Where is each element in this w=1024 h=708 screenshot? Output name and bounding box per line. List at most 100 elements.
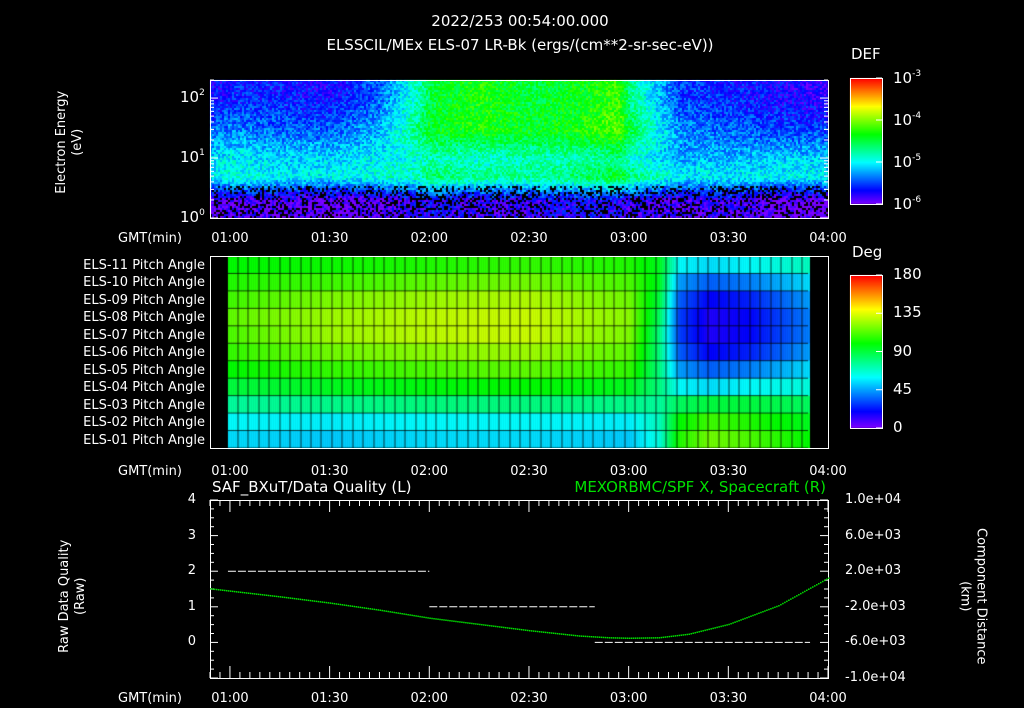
spacecraft-x-point [383, 610, 385, 612]
spacecraft-x-point [564, 633, 567, 636]
distance-tick-label: 1.0e+04 [845, 492, 902, 507]
spacecraft-x-point [299, 598, 302, 601]
spacecraft-x-point [536, 630, 539, 633]
spacecraft-x-point [658, 637, 661, 639]
spacecraft-x-point [534, 630, 537, 633]
spacecraft-x-point [648, 637, 651, 639]
spacecraft-x-point [576, 635, 579, 637]
spacecraft-x-point [385, 610, 387, 612]
spacecraft-x-point [824, 579, 826, 582]
spacecraft-x-point [662, 636, 665, 639]
spacecraft-x-point [794, 596, 796, 598]
spacecraft-x-point [730, 622, 732, 625]
spacecraft-x-point [768, 608, 770, 611]
spacecraft-x-point [724, 624, 726, 627]
spacecraft-x-point [592, 636, 595, 638]
spacecraft-x-point [301, 598, 304, 601]
spacecraft-x-point [467, 622, 469, 624]
spacecraft-x-point [722, 625, 724, 627]
spacecraft-x-point [656, 637, 659, 639]
spacecraft-x-point [475, 623, 477, 625]
spacecraft-x-point [255, 593, 258, 595]
spacecraft-x-point [369, 608, 371, 610]
deg-colorbar-tick: 135 [893, 303, 922, 322]
spacecraft-x-point [481, 623, 483, 626]
spacecraft-x-point [624, 637, 627, 639]
spacecraft-x-point [453, 620, 455, 622]
spacecraft-x-point [421, 616, 423, 618]
spacecraft-x-point [530, 630, 533, 632]
spacecraft-x-point [439, 618, 441, 621]
spacecraft-x-point [520, 628, 523, 631]
deg-colorbar-tick: 180 [893, 265, 922, 283]
spacecraft-x-point [237, 591, 240, 593]
pitch-row-label: ELS-07 Pitch Angle [83, 327, 205, 343]
spacecraft-x-point [447, 619, 449, 622]
spacecraft-x-point [636, 637, 639, 639]
spacecraft-x-point [720, 625, 722, 628]
spacecraft-x-point [556, 632, 559, 635]
time-tick-bot: 04:00 [809, 691, 847, 706]
spacecraft-x-point [528, 629, 531, 632]
spacecraft-x-point [760, 611, 762, 614]
deg-colorbar-tick: 0 [893, 418, 903, 436]
spacecraft-x-point [435, 618, 437, 620]
spacecraft-x-point [313, 600, 316, 602]
spacecraft-x-point [526, 629, 529, 632]
spacecraft-x-point [503, 626, 505, 629]
spacecraft-x-point [694, 632, 696, 634]
spacecraft-x-point [359, 606, 362, 609]
spacecraft-x-point [471, 622, 473, 625]
def-colorbar-tick: 10-4 [893, 111, 922, 129]
spacecraft-x-point [273, 595, 276, 597]
plot-subtitle: ELSSCIL/MEx ELS-07 LR-Bk (ergs/(cm**2-sr… [326, 36, 714, 54]
spacecraft-x-point [339, 603, 342, 606]
spacecraft-x-point [399, 612, 401, 615]
spacecraft-x-point [515, 628, 517, 630]
spacecraft-x-point [676, 634, 678, 637]
spacecraft-x-point [287, 597, 290, 599]
spacecraft-x-point [828, 577, 830, 579]
spacecraft-x-point [782, 602, 784, 605]
spacecraft-x-point [495, 625, 497, 628]
quality-tick-label: 1 [187, 598, 196, 614]
spacecraft-x-point [233, 590, 236, 593]
spacecraft-x-point [706, 629, 708, 631]
spacecraft-x-point [588, 635, 591, 638]
spacecraft-x-point [395, 612, 397, 614]
spacecraft-x-point [493, 625, 495, 627]
spacecraft-x-point [251, 592, 254, 595]
distance-tick-label: 2.0e+03 [845, 563, 902, 579]
spacecraft-x-point [249, 592, 252, 595]
spacecraft-x-point [451, 620, 453, 622]
spacecraft-x-point [548, 632, 551, 634]
spacecraft-x-point [327, 602, 330, 604]
spacecraft-x-point [666, 636, 669, 638]
spacecraft-x-point [708, 628, 710, 631]
time-tick-top: 03:00 [609, 231, 648, 246]
spacecraft-x-point [297, 598, 300, 600]
spacecraft-x-point [213, 588, 216, 591]
spacecraft-x-point [457, 620, 459, 623]
spacecraft-x-point [501, 626, 503, 628]
spacecraft-x-point [307, 599, 310, 602]
energy-tick-label: 101 [180, 148, 205, 167]
spacecraft-x-point [802, 591, 804, 594]
spacecraft-x-point [465, 621, 467, 624]
spacecraft-x-point [630, 637, 633, 639]
pitch-row-label: ELS-06 Pitch Angle [83, 345, 205, 361]
spacecraft-x-point [449, 619, 451, 622]
spacecraft-x-point [810, 587, 812, 589]
spacecraft-x-point [401, 612, 403, 615]
pitch-row-label: ELS-05 Pitch Angle [83, 362, 205, 378]
spacecraft-x-point [562, 633, 565, 636]
spacecraft-x-point [317, 600, 320, 603]
spacecraft-x-point [742, 618, 744, 620]
spacecraft-x-point [333, 602, 336, 605]
spacecraft-x-point [808, 588, 810, 590]
spacecraft-x-point [253, 593, 256, 595]
spacecraft-x-point [626, 637, 629, 639]
spacecraft-x-point [325, 601, 328, 604]
spacecraft-x-point [303, 599, 306, 601]
